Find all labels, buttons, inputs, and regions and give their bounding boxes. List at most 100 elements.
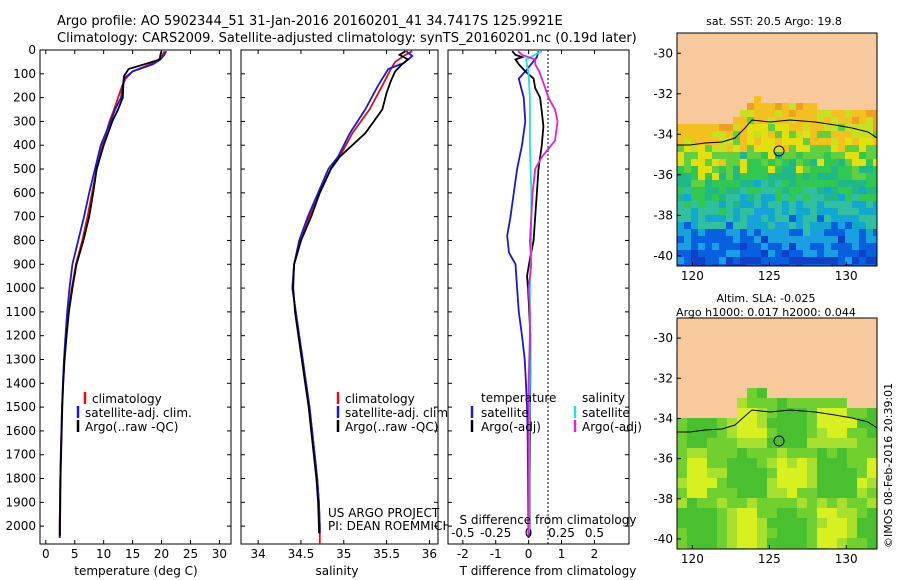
y-tick-label: 1800: [5, 472, 36, 486]
sst-cell: [719, 173, 726, 180]
sst-cell: [796, 250, 803, 257]
sla-cell: [747, 538, 757, 548]
sst-cell: [684, 250, 691, 257]
sst-cell: [782, 208, 789, 215]
sst-cell: [698, 159, 705, 166]
sla-cell: [747, 428, 757, 438]
sst-cell: [817, 173, 824, 180]
sst-cell: [782, 110, 789, 117]
sst-cell: [712, 159, 719, 166]
sst-cell: [754, 194, 761, 201]
sla-cell: [807, 458, 817, 468]
sst-cell: [782, 215, 789, 222]
salinity-difference-ticks: -0.5 -0.25 0 0.25 0.5: [451, 526, 604, 540]
sla-cell: [737, 418, 747, 428]
sst-cell: [859, 236, 866, 243]
sst-cell: [705, 264, 712, 266]
sla-cell: [697, 488, 707, 498]
sla-cell: [697, 448, 707, 458]
s-tick-label: -0.25: [480, 526, 511, 540]
sla-cell: [717, 428, 727, 438]
sla-cell: [767, 538, 777, 548]
x-tick-label: 15: [125, 547, 140, 561]
sst-cell: [866, 159, 873, 166]
sst-cell: [873, 208, 877, 215]
sst-cell: [768, 138, 775, 145]
sla-cell: [827, 418, 837, 428]
sst-cell: [852, 264, 859, 266]
sst-cell: [866, 201, 873, 208]
sla-cell: [787, 498, 797, 508]
sst-cell: [691, 180, 698, 187]
x-tick-label: 1: [558, 547, 566, 561]
sla-cell: [747, 448, 757, 458]
sst-cell: [726, 236, 733, 243]
sst-cell: [810, 215, 817, 222]
sla-map-panel: Altim. SLA: -0.025 Argo h1000: 0.017 h20…: [653, 292, 878, 566]
header-line-2: Climatology: CARS2009. Satellite-adjuste…: [57, 31, 637, 46]
sst-cell: [803, 187, 810, 194]
sst-cell: [866, 124, 873, 131]
sst-cell: [782, 103, 789, 110]
sla-cell: [827, 508, 837, 518]
sst-cell: [775, 166, 782, 173]
sla-cell: [737, 478, 747, 488]
sst-cell: [747, 159, 754, 166]
sst-cell: [775, 250, 782, 257]
sst-cell: [775, 159, 782, 166]
sst-cell: [712, 243, 719, 250]
sst-cell: [838, 215, 845, 222]
sst-cell: [775, 103, 782, 110]
sst-cell: [677, 243, 684, 250]
sst-cell: [726, 145, 733, 152]
sst-cell: [789, 201, 796, 208]
sst-cell: [817, 159, 824, 166]
sla-cell: [757, 408, 767, 418]
sla-cell: [827, 398, 837, 408]
sst-cell: [831, 152, 838, 159]
sst-cell: [740, 264, 747, 266]
sst-cell: [719, 243, 726, 250]
sla-cell: [827, 408, 837, 418]
sla-cell: [767, 398, 777, 408]
x-tick-label: 20: [154, 547, 169, 561]
sst-cell: [775, 117, 782, 124]
sst-cell: [810, 138, 817, 145]
sla-cell: [837, 518, 847, 528]
sst-cell: [866, 229, 873, 236]
sst-cell: [838, 229, 845, 236]
sst-cell: [845, 250, 852, 257]
sst-cell: [733, 257, 740, 264]
sla-cell: [807, 498, 817, 508]
sla-cell: [717, 468, 727, 478]
sla-cell: [777, 518, 787, 528]
sst-cell: [810, 145, 817, 152]
sla-cell: [787, 458, 797, 468]
sla-cell: [827, 428, 837, 438]
x-tick-label: 30: [212, 547, 227, 561]
sla-cell: [757, 458, 767, 468]
sst-cell: [768, 257, 775, 264]
sla-cell: [797, 448, 807, 458]
sst-cell: [775, 257, 782, 264]
sst-cell: [866, 243, 873, 250]
x-tick-label: 10: [96, 547, 111, 561]
sla-cell: [697, 418, 707, 428]
sla-cell: [737, 508, 747, 518]
sst-cell: [677, 194, 684, 201]
sst-cell: [817, 138, 824, 145]
sst-cell: [824, 187, 831, 194]
sla-cell: [867, 468, 877, 478]
sla-cell: [797, 468, 807, 478]
sst-cell: [747, 180, 754, 187]
sst-cell: [852, 110, 859, 117]
sla-cell: [817, 458, 827, 468]
sst-cell: [866, 264, 873, 266]
sst-cell: [719, 222, 726, 229]
t-difference-label: T difference from climatology: [459, 564, 637, 578]
sst-cell: [691, 250, 698, 257]
sla-cell: [867, 478, 877, 488]
sst-cell: [747, 194, 754, 201]
sst-cell: [803, 152, 810, 159]
sst-cell: [796, 131, 803, 138]
